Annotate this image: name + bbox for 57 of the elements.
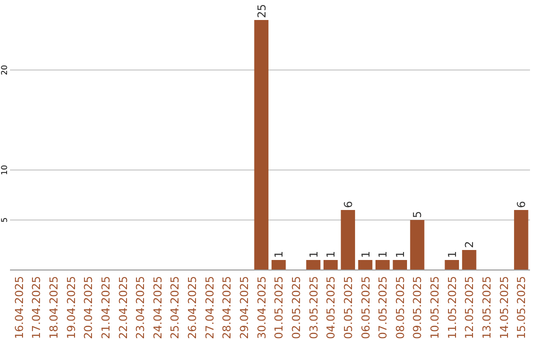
bar	[358, 260, 372, 270]
x-tick-label: 06.05.2025	[359, 276, 372, 339]
bar	[375, 260, 390, 270]
x-tick-label: 13.05.2025	[480, 276, 494, 339]
x-tick-label: 03.05.2025	[307, 276, 320, 339]
x-tick-label: 22.04.2025	[116, 276, 130, 339]
x-tick-label: 28.04.2025	[220, 276, 234, 339]
x-tick-label: 29.04.2025	[238, 276, 252, 339]
data-label: 25	[255, 4, 268, 18]
x-tick-label: 14.05.2025	[498, 276, 511, 339]
bar	[254, 20, 268, 270]
data-label: 6	[515, 201, 528, 208]
bar	[272, 260, 286, 270]
x-tick-label: 17.04.2025	[30, 276, 44, 339]
x-tick-label: 18.04.2025	[47, 276, 60, 339]
x-tick-label: 01.05.2025	[272, 276, 286, 339]
x-tick-label: 07.05.2025	[376, 276, 390, 339]
x-tick-label: 02.05.2025	[290, 276, 303, 339]
bar	[306, 260, 320, 270]
y-tick-label: 5	[0, 217, 9, 223]
x-tick-label: 15.05.2025	[515, 276, 528, 339]
x-tick-label: 16.04.2025	[12, 276, 26, 339]
x-tick-label: 04.05.2025	[324, 276, 338, 339]
x-tick-label: 11.05.2025	[446, 276, 459, 339]
bar	[324, 260, 338, 270]
data-label: 6	[342, 201, 355, 208]
x-tick-label: 21.04.2025	[99, 276, 112, 339]
x-tick-label: 27.04.2025	[203, 276, 216, 339]
x-tick-label: 08.05.2025	[394, 276, 407, 339]
x-tick-label: 12.05.2025	[463, 276, 476, 339]
data-label: 5	[411, 211, 424, 218]
x-tick-label: 09.05.2025	[411, 276, 424, 339]
data-label: 1	[394, 251, 407, 258]
bar	[410, 220, 424, 270]
x-tick-label: 20.04.2025	[82, 276, 96, 339]
x-tick-label: 23.04.2025	[134, 276, 148, 339]
x-tick-label: 19.04.2025	[64, 276, 78, 339]
bar	[340, 210, 356, 270]
data-label: 2	[463, 241, 476, 248]
y-tick-label: 20	[0, 64, 9, 76]
x-tick-label: 25.04.2025	[168, 276, 182, 339]
bar	[514, 210, 528, 270]
x-tick-label: 10.05.2025	[428, 276, 442, 339]
data-label: 1	[376, 251, 390, 258]
data-label: 1	[272, 251, 286, 258]
bar	[444, 260, 459, 270]
y-tick-label: 10	[0, 164, 9, 176]
data-label: 1	[359, 251, 372, 258]
bar	[392, 260, 408, 270]
bar	[462, 250, 476, 270]
data-label: 1	[446, 251, 459, 258]
x-tick-label: 26.04.2025	[186, 276, 200, 339]
x-tick-label: 05.05.2025	[342, 276, 355, 339]
x-tick-label: 24.04.2025	[151, 276, 164, 339]
data-label: 1	[324, 251, 338, 258]
x-tick-label: 30.04.2025	[255, 276, 268, 339]
data-label: 1	[307, 251, 320, 258]
